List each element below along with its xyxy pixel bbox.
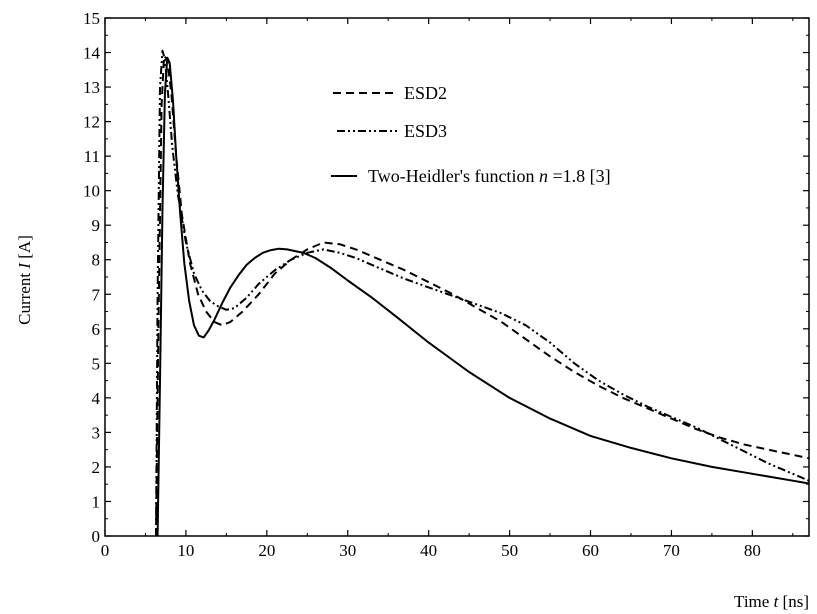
y-tick-label: 8 [92, 251, 101, 270]
legend: ESD2 ESD3 Two-Heidler's function n =1.8 … [331, 83, 611, 186]
y-axis-title-variable: I [15, 262, 34, 270]
legend-label-heidler-suffix: =1.8 [3] [548, 166, 611, 186]
y-tick-label: 4 [92, 389, 101, 408]
y-tick-label: 0 [92, 527, 101, 546]
series-heidler-line [156, 56, 810, 537]
y-tick-label: 14 [83, 44, 101, 63]
y-tick-label: 2 [92, 458, 101, 477]
x-tick-label: 0 [101, 541, 110, 560]
y-axis-title: Current I [A] [15, 235, 34, 325]
legend-label-heidler-variable: n [539, 166, 548, 186]
svg-text:Current I [A]: Current I [A] [15, 235, 34, 325]
x-axis-title: Time t [ns] [734, 592, 809, 611]
x-tick-label: 80 [744, 541, 761, 560]
series-esd2-line [155, 55, 810, 537]
y-tick-label: 13 [83, 78, 100, 97]
y-tick-label: 12 [83, 113, 100, 132]
legend-item-esd2: ESD2 [333, 83, 447, 103]
y-tick-label: 1 [92, 492, 101, 511]
legend-item-esd3: ESD3 [337, 121, 447, 141]
x-axis-title-variable: t [774, 592, 780, 611]
legend-label-heidler-prefix: Two-Heidler's function [368, 166, 539, 186]
x-tick-label: 50 [501, 541, 518, 560]
x-tick-label: 60 [582, 541, 599, 560]
plot-frame [104, 17, 810, 537]
svg-text:Time t [ns]: Time t [ns] [734, 592, 809, 611]
x-axis-title-suffix: [ns] [778, 592, 809, 611]
x-axis: 0 10 20 30 40 50 60 70 80 [101, 18, 794, 560]
x-tick-label: 20 [258, 541, 275, 560]
x-tick-label: 10 [177, 541, 194, 560]
y-tick-label: 11 [84, 147, 100, 166]
legend-label-esd3: ESD3 [404, 121, 447, 141]
x-tick-label: 70 [663, 541, 680, 560]
x-axis-title-prefix: Time [734, 592, 774, 611]
x-tick-label: 30 [339, 541, 356, 560]
legend-label-esd2: ESD2 [404, 83, 447, 103]
legend-label-heidler: Two-Heidler's function n =1.8 [3] [368, 166, 611, 186]
series-esd3-line [155, 49, 810, 537]
y-tick-label: 9 [92, 216, 101, 235]
y-tick-label: 6 [92, 320, 101, 339]
y-tick-label: 3 [92, 423, 101, 442]
y-axis-title-prefix: Current [15, 269, 34, 325]
series-lines [155, 49, 810, 537]
x-tick-label: 40 [420, 541, 437, 560]
y-axis-title-suffix: [A] [15, 235, 34, 263]
y-tick-label: 5 [92, 354, 101, 373]
legend-item-heidler: Two-Heidler's function n =1.8 [3] [331, 166, 611, 186]
y-tick-label: 15 [83, 9, 100, 28]
y-tick-label: 7 [92, 285, 101, 304]
y-tick-label: 10 [83, 182, 100, 201]
